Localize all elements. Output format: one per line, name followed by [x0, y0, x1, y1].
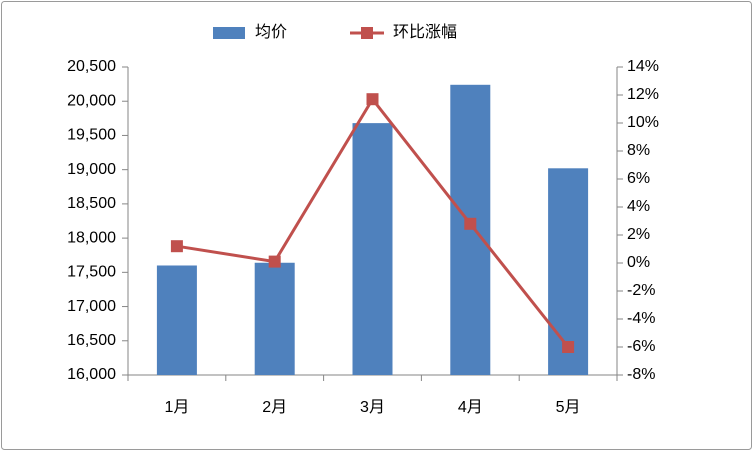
y2-tick-label: 10%	[627, 114, 659, 131]
x-tick-label: 3月	[360, 399, 385, 416]
bar	[352, 123, 393, 375]
y-tick-label: 19,000	[67, 161, 116, 178]
y2-tick-label: 8%	[627, 142, 650, 159]
y-tick-label: 18,000	[67, 229, 116, 246]
bar	[450, 84, 491, 375]
y2-tick-label: 0%	[627, 254, 650, 271]
y2-tick-label: -4%	[627, 310, 655, 327]
x-tick-label: 2月	[262, 399, 287, 416]
line-marker	[366, 93, 379, 106]
bar	[548, 168, 589, 375]
y2-tick-label: 4%	[627, 198, 650, 215]
y2-tick-label: 2%	[627, 226, 650, 243]
line-marker	[464, 217, 477, 230]
y-tick-label: 20,500	[67, 58, 116, 75]
y-tick-label: 17,000	[67, 298, 116, 315]
y2-tick-label: -6%	[627, 338, 655, 355]
y-tick-label: 17,500	[67, 264, 116, 281]
line-marker	[268, 255, 281, 268]
line-marker	[170, 240, 183, 253]
x-tick-label: 5月	[556, 399, 581, 416]
y2-tick-label: 6%	[627, 170, 650, 187]
y2-tick-label: -8%	[627, 366, 655, 383]
x-tick-label: 1月	[164, 399, 189, 416]
y2-tick-label: 12%	[627, 86, 659, 103]
y2-tick-label: 14%	[627, 58, 659, 75]
y-tick-label: 19,500	[67, 127, 116, 144]
y-tick-label: 20,000	[67, 92, 116, 109]
bar	[254, 262, 295, 375]
y-tick-label: 16,000	[67, 366, 116, 383]
x-tick-label: 4月	[458, 399, 483, 416]
legend-label: 环比涨幅	[393, 23, 457, 41]
legend-marker	[361, 27, 373, 39]
line-marker	[562, 341, 575, 353]
y-tick-label: 18,500	[67, 195, 116, 212]
legend-label: 均价	[255, 23, 287, 41]
y-tick-label: 16,500	[67, 332, 116, 349]
legend-swatch	[213, 27, 245, 39]
bar	[156, 265, 197, 375]
y2-tick-label: -2%	[627, 282, 655, 299]
